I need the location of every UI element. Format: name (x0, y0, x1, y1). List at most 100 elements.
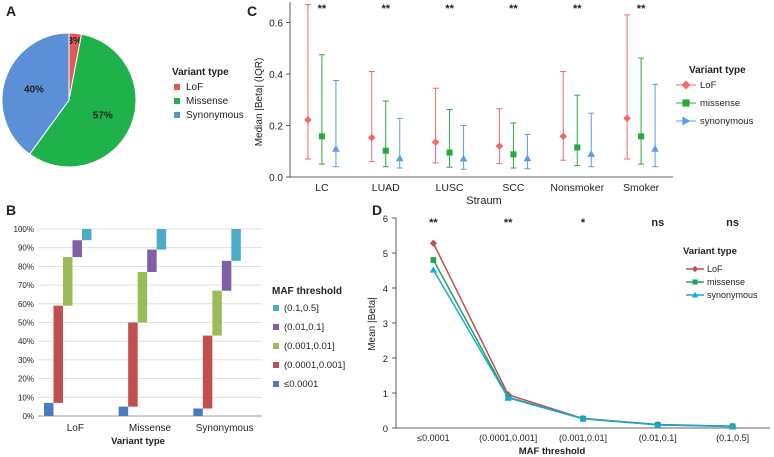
data-point (332, 144, 340, 152)
y-tick-label: 0.0 (269, 173, 283, 184)
legend-marker (691, 291, 699, 298)
significance-label: ** (573, 3, 582, 15)
data-point (587, 150, 596, 157)
bar-segment (82, 229, 92, 241)
bar-segment (231, 229, 241, 261)
significance-label: * (581, 217, 586, 229)
data-point (382, 147, 389, 154)
data-point (729, 423, 737, 430)
y-axis-title: Mean |Beta| (367, 297, 378, 351)
significance-label: ns (651, 217, 664, 229)
data-point (459, 154, 468, 162)
y-tick-label: 0.4 (269, 70, 283, 81)
legend-label: missense (700, 98, 740, 109)
data-point (559, 132, 568, 141)
legend-swatch (273, 343, 279, 349)
panel-letter-c: C (247, 3, 257, 19)
data-point (638, 133, 645, 140)
y-tick-label: 20% (18, 375, 34, 384)
bar-segment (44, 402, 54, 416)
bar-segment (147, 249, 157, 273)
legend-label: LoF (700, 80, 717, 91)
x-tick-label: Nonsmoker (550, 182, 604, 194)
pie-data-label: 3% (67, 36, 82, 47)
y-tick-label: 6 (383, 214, 388, 225)
significance-label: ** (509, 3, 518, 15)
x-tick-label: Smoker (623, 182, 660, 194)
legend-swatch (273, 324, 279, 330)
panel-letter-a: A (6, 3, 16, 19)
legend-label: ≤0.0001 (284, 379, 318, 390)
bar-segment (137, 272, 148, 323)
legend-marker (692, 279, 698, 285)
y-tick-label: 4 (383, 284, 388, 295)
y-tick-label: 3 (383, 319, 388, 330)
y-tick-label: 100% (14, 225, 34, 234)
data-point (523, 154, 532, 162)
data-point (429, 266, 437, 273)
panel-letter-b: B (6, 202, 16, 218)
bar-segment (128, 322, 138, 407)
significance-label: ** (429, 217, 438, 229)
y-tick-label: 5 (383, 249, 388, 260)
data-point (579, 415, 587, 422)
pie-slice-missense (28, 33, 137, 168)
x-axis-title: MAF threshold (519, 446, 586, 457)
significance-label: ** (445, 3, 454, 15)
data-point (574, 144, 581, 151)
y-tick-label: 0 (383, 424, 388, 435)
x-tick-label: SCC (502, 182, 525, 194)
x-tick-label: LUAD (372, 182, 400, 194)
legend-swatch (174, 84, 180, 90)
x-axis-title: Straum (466, 195, 501, 207)
data-point (304, 116, 312, 124)
legend-label: (0.001,0.01] (284, 341, 335, 352)
data-point (654, 421, 662, 428)
legend-swatch (273, 381, 279, 387)
data-point (446, 149, 453, 156)
bar-segment (156, 229, 167, 250)
significance-label: ** (381, 3, 390, 15)
y-tick-label: 0% (22, 412, 34, 421)
pie-data-label: 57% (93, 111, 113, 122)
bar-segment (53, 305, 63, 403)
legend-swatch (273, 305, 279, 311)
bar-segment (118, 406, 129, 416)
x-tick-label: LC (315, 182, 329, 194)
x-tick-label: LoF (67, 423, 84, 434)
bar-segment (63, 257, 73, 306)
legend-label: (0.0001,0.001] (284, 360, 345, 371)
y-tick-label: 50% (18, 319, 34, 328)
x-tick-label: Missense (129, 423, 172, 434)
significance-label: ** (637, 3, 646, 15)
data-point (395, 154, 404, 162)
y-tick-label: 0.2 (269, 122, 283, 133)
x-tick-label: (0.1,0.5] (716, 433, 749, 443)
legend-marker (682, 99, 690, 107)
y-axis-title: Median |Beta| (IQR) (254, 58, 265, 147)
significance-label: ** (504, 217, 513, 229)
data-point (510, 151, 517, 158)
series-line (432, 259, 733, 427)
legend-swatch (174, 112, 180, 118)
data-point (430, 257, 437, 263)
pie-data-label: 40% (24, 85, 44, 96)
legend-label: Missense (186, 96, 229, 107)
data-point (318, 133, 325, 140)
panel-letter-d: D (372, 202, 382, 218)
bar-segment (221, 260, 232, 291)
bar-segment (202, 335, 213, 409)
legend-title: Variant type (172, 67, 229, 78)
bar-segment (212, 290, 222, 336)
x-tick-label: ≤0.0001 (417, 433, 449, 443)
y-tick-label: 0.6 (269, 19, 283, 30)
legend-label: synonymous (707, 290, 758, 300)
legend-label: Synonymous (186, 110, 244, 121)
legend-label: synonymous (700, 116, 754, 127)
data-point (367, 133, 376, 142)
data-point (504, 394, 512, 401)
legend-marker (681, 80, 691, 90)
y-tick-label: 70% (18, 281, 34, 290)
data-point (495, 142, 504, 150)
